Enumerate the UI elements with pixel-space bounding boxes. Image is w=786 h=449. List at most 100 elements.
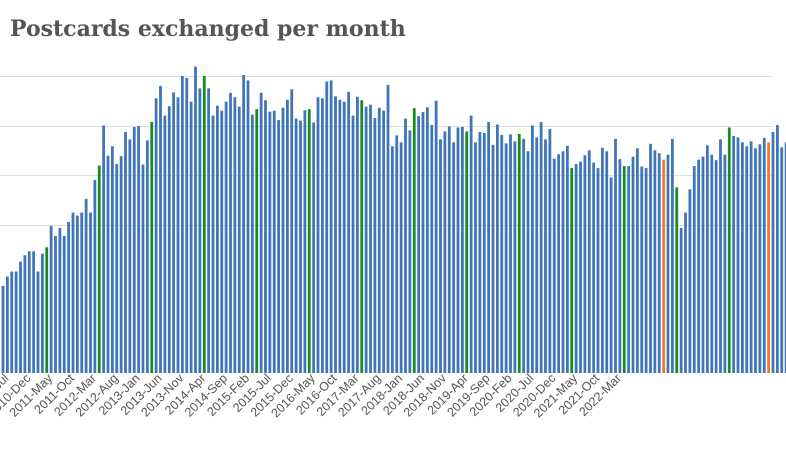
bar — [194, 66, 197, 373]
bar — [382, 110, 386, 374]
bar — [285, 99, 289, 373]
bar — [425, 107, 429, 373]
bar — [119, 156, 123, 373]
bar — [439, 139, 442, 373]
bar — [110, 146, 114, 373]
bar — [237, 106, 241, 373]
bar — [62, 235, 66, 373]
bar — [207, 88, 211, 374]
bar — [587, 150, 591, 373]
bar — [351, 115, 355, 373]
bar — [303, 110, 307, 373]
bar — [172, 92, 176, 373]
bar — [124, 131, 127, 373]
bar — [767, 142, 771, 373]
bar — [692, 166, 696, 373]
bar — [32, 251, 36, 373]
bar — [338, 99, 342, 373]
bar — [290, 89, 294, 374]
bar — [465, 131, 469, 373]
bar — [220, 110, 224, 374]
bar — [657, 153, 661, 373]
bar — [404, 118, 407, 373]
bar — [605, 151, 609, 373]
bar — [666, 154, 670, 373]
bar — [14, 271, 18, 373]
bar — [167, 106, 171, 373]
bar — [27, 251, 31, 373]
bar — [714, 160, 718, 373]
bar — [312, 122, 316, 373]
bar — [334, 96, 337, 374]
bar — [198, 88, 202, 374]
bar — [325, 81, 329, 373]
bar — [622, 166, 626, 373]
bar — [176, 97, 180, 373]
bar — [640, 166, 644, 373]
bar — [395, 135, 399, 373]
bar — [224, 101, 228, 374]
bar — [150, 122, 154, 373]
bar — [609, 177, 613, 373]
bar — [137, 126, 141, 373]
bar — [154, 98, 158, 373]
x-axis-tick-labels: 0-Jul2010-Dec2011-May2011-Oct2012-Mar201… — [0, 371, 624, 421]
bar — [360, 100, 364, 373]
bar — [557, 154, 561, 373]
bar — [504, 143, 508, 373]
bar — [526, 151, 530, 373]
bar — [211, 115, 215, 373]
bar — [474, 142, 477, 373]
bar — [705, 145, 709, 373]
bar — [670, 138, 674, 373]
bar — [509, 134, 512, 373]
bar — [727, 127, 731, 373]
bar — [600, 147, 604, 373]
chart-title: Postcards exchanged per month — [10, 16, 406, 42]
bar — [58, 227, 62, 373]
bar — [447, 126, 451, 374]
bar — [264, 100, 267, 373]
bar — [631, 156, 635, 373]
bar — [583, 155, 587, 373]
bar — [132, 126, 136, 374]
bar — [84, 198, 88, 373]
bar — [377, 107, 381, 374]
bar — [80, 212, 84, 373]
bar — [649, 143, 652, 373]
bar — [758, 144, 762, 373]
bar — [688, 189, 692, 373]
bar — [570, 168, 574, 373]
bar — [399, 142, 403, 373]
bar — [102, 125, 106, 373]
bar — [23, 255, 27, 373]
bar — [255, 109, 259, 374]
bar — [294, 118, 298, 373]
x-tick-label: 0-Jul — [0, 371, 12, 400]
bar — [259, 92, 263, 373]
bar — [780, 147, 784, 373]
bar — [10, 271, 14, 373]
bar — [596, 168, 600, 373]
bar — [762, 137, 766, 374]
bar — [342, 101, 346, 374]
bar — [233, 97, 237, 373]
bar — [500, 134, 504, 373]
bar — [784, 142, 786, 373]
bar — [373, 118, 377, 373]
bar — [106, 155, 110, 373]
bar — [495, 124, 499, 373]
bar — [434, 100, 438, 373]
bar — [45, 247, 49, 373]
bar — [535, 137, 539, 373]
bar — [386, 84, 390, 373]
bar — [242, 75, 246, 373]
bar — [36, 271, 40, 373]
bar — [627, 166, 631, 373]
bar — [421, 112, 425, 373]
bar — [180, 76, 184, 373]
bar — [89, 212, 92, 373]
bar — [460, 126, 464, 374]
bar — [347, 91, 351, 373]
